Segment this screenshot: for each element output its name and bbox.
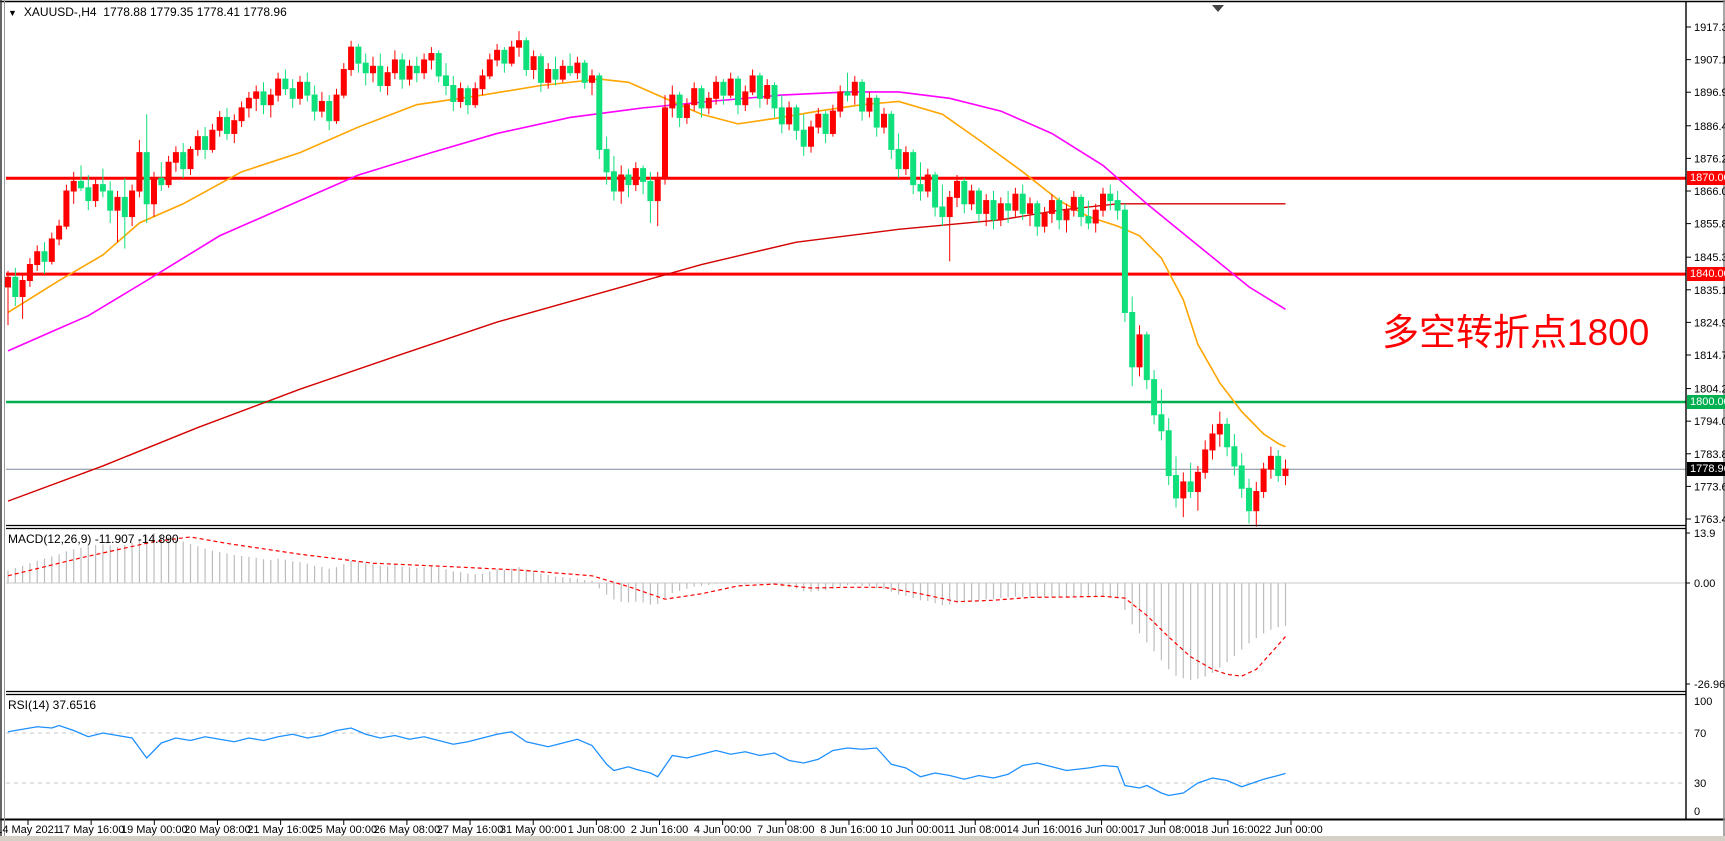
price-tick-label: 1794.00 (1694, 416, 1725, 428)
time-tick-label: 21 May 16:00 (247, 824, 314, 836)
panel-resize-handle-rsi[interactable] (0, 690, 1686, 695)
price-level-badge-1840: 1840.00 (1687, 267, 1725, 282)
macd-axis[interactable]: 13.9 0.00 -26.966 (1686, 528, 1725, 691)
price-tick-label: 1804.20 (1694, 384, 1725, 396)
price-level-badge-1870: 1870.00 (1687, 171, 1725, 186)
price-tick-label: 1907.10 (1694, 55, 1725, 67)
macd-panel-layer (6, 533, 1686, 680)
time-tick-label: 17 Jun 08:00 (1133, 824, 1197, 836)
time-tick-label: 4 Jun 00:00 (694, 824, 752, 836)
price-tick-label: 1814.70 (1694, 350, 1725, 362)
macd-tick-label: 0.00 (1694, 578, 1715, 590)
chart-title-text: XAUUSD-,H4 1778.88 1779.35 1778.41 1778.… (23, 5, 287, 19)
time-tick-label: 26 May 08:00 (374, 824, 441, 836)
price-tick-label: 1886.40 (1694, 121, 1725, 133)
time-tick-label: 20 May 08:00 (184, 824, 251, 836)
price-axis[interactable]: 1917.30 1907.10 1896.90 1886.40 1876.20 1866.… (1686, 22, 1725, 526)
price-tick-label: 1917.30 (1694, 22, 1725, 34)
rsi-tick-label: 100 (1694, 696, 1712, 708)
rsi-tick-label: 70 (1694, 728, 1706, 740)
time-tick-label: 11 Jun 08:00 (944, 824, 1007, 836)
rsi-tick-label: 30 (1694, 778, 1706, 790)
macd-tick-label: 13.9 (1694, 528, 1715, 540)
price-tick-label: 1763.40 (1694, 514, 1725, 526)
rsi-indicator-label: RSI(14) 37.6516 (8, 698, 97, 712)
macd-indicator-label: MACD(12,26,9) -11.907 -14.890 (8, 532, 179, 546)
time-tick-label: 10 Jun 00:00 (880, 824, 944, 836)
time-tick-label: 16 Jun 00:00 (1070, 824, 1134, 836)
rsi-tick-label: 0 (1694, 806, 1700, 818)
time-tick-label: 22 Jun 00:00 (1259, 824, 1323, 836)
price-tick-label: 1835.10 (1694, 285, 1725, 297)
price-level-lines-layer (6, 176, 1686, 470)
rsi-axis[interactable]: 100 70 30 0 (1694, 696, 1712, 818)
price-tick-label: 1896.90 (1694, 87, 1725, 99)
time-tick-label: 8 Jun 16:00 (820, 824, 878, 836)
panel-resize-handle-macd[interactable] (0, 524, 1686, 529)
time-tick-label: 31 May 00:00 (500, 824, 567, 836)
macd-tick-label: -26.966 (1694, 679, 1725, 691)
price-tick-label: 1855.80 (1694, 219, 1725, 231)
chart-shift-marker-icon[interactable] (1212, 5, 1224, 12)
time-tick-label: 17 May 16:00 (58, 824, 125, 836)
price-tick-label: 1783.80 (1694, 449, 1725, 461)
time-tick-label: 19 May 00:00 (121, 824, 188, 836)
time-tick-label: 1 Jun 08:00 (568, 824, 626, 836)
chart-title: ▼ XAUUSD-,H4 1778.88 1779.35 1778.41 1778… (8, 5, 287, 19)
current-price-badge: 1778.96 (1687, 462, 1725, 477)
symbol-dropdown-icon[interactable]: ▼ (8, 8, 17, 18)
price-tick-label: 1866.00 (1694, 186, 1725, 198)
time-tick-label: 2 Jun 16:00 (631, 824, 689, 836)
time-tick-label: 7 Jun 08:00 (757, 824, 815, 836)
annotation-text: 多空转折点1800 (1382, 312, 1650, 353)
candles-layer (5, 31, 1289, 527)
price-tick-label: 1824.90 (1694, 317, 1725, 329)
rsi-panel-layer (6, 724, 1686, 797)
price-level-badge-1800: 1800.00 (1687, 394, 1725, 409)
price-tick-label: 1876.20 (1694, 153, 1725, 165)
time-tick-label: 18 Jun 16:00 (1196, 824, 1260, 836)
time-tick-label: 25 May 00:00 (310, 824, 377, 836)
price-tick-label: 1845.30 (1694, 252, 1725, 264)
time-tick-label: 27 May 16:00 (437, 824, 504, 836)
time-tick-label: 14 Jun 16:00 (1007, 824, 1071, 836)
time-tick-label: 14 May 2021 (0, 824, 60, 836)
price-tick-label: 1773.60 (1694, 481, 1725, 493)
